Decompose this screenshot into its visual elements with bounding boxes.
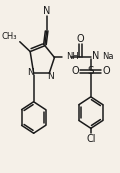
Text: S: S [88, 66, 94, 76]
Text: O: O [77, 34, 84, 44]
Text: N: N [27, 68, 34, 77]
Text: O: O [103, 66, 110, 76]
Text: N: N [43, 6, 50, 16]
Text: N: N [92, 52, 99, 61]
Text: NH: NH [66, 52, 78, 61]
Text: Cl: Cl [86, 134, 96, 144]
Text: N: N [47, 72, 54, 81]
Text: Na: Na [102, 52, 114, 61]
Text: O: O [71, 66, 79, 76]
Text: CH₃: CH₃ [2, 32, 17, 41]
